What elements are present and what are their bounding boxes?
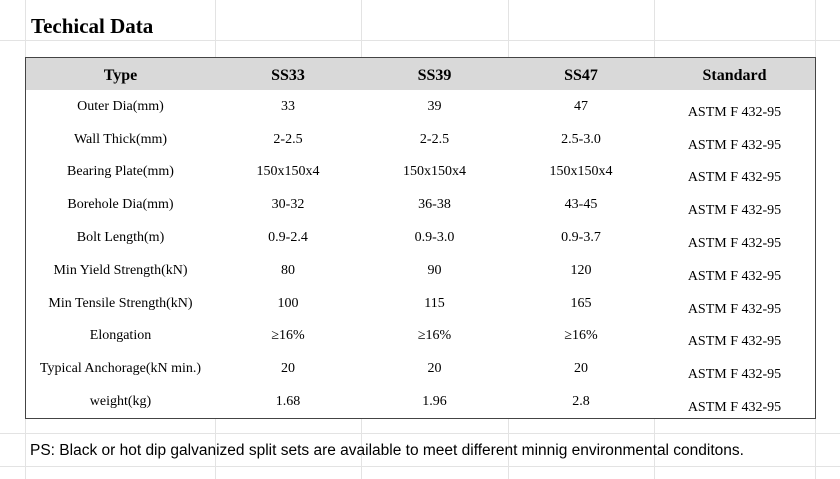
table-cell: 36-38 (361, 188, 509, 222)
table-cell: 20 (508, 352, 655, 386)
table-cell: weight(kg) (25, 385, 216, 419)
header-cell: SS33 (215, 57, 362, 91)
table-cell: 115 (361, 287, 509, 321)
table-cell: 80 (215, 254, 362, 288)
table-cell: ASTM F 432-95 (654, 352, 816, 386)
table-cell: 30-32 (215, 188, 362, 222)
table-cell: 2.5-3.0 (508, 123, 655, 157)
table-cell: 0.9-3.0 (361, 221, 509, 255)
header-cell: Type (25, 57, 216, 91)
table-cell: 2.8 (508, 385, 655, 419)
table-cell: 1.68 (215, 385, 362, 419)
table-cell: 0.9-3.7 (508, 221, 655, 255)
table-cell: 100 (215, 287, 362, 321)
table-cell: Bolt Length(m) (25, 221, 216, 255)
table-cell: ASTM F 432-95 (654, 287, 816, 321)
table-cell: ASTM F 432-95 (654, 90, 816, 124)
table-cell: 90 (361, 254, 509, 288)
table-cell: ≥16% (215, 320, 362, 353)
table-cell: ≥16% (361, 320, 509, 353)
table-cell: 165 (508, 287, 655, 321)
header-cell: SS39 (361, 57, 509, 91)
note: PS: Black or hot dip galvanized split se… (30, 442, 744, 459)
table-cell: Min Yield Strength(kN) (25, 254, 216, 288)
table-cell: ASTM F 432-95 (654, 123, 816, 157)
header-cell: SS47 (508, 57, 655, 91)
table-cell: 20 (361, 352, 509, 386)
table-cell: Min Tensile Strength(kN) (25, 287, 216, 321)
table-cell: 39 (361, 90, 509, 124)
table-cell: ASTM F 432-95 (654, 221, 816, 255)
table-cell: 150x150x4 (215, 156, 362, 189)
table-cell: 33 (215, 90, 362, 124)
table-cell: Elongation (25, 320, 216, 353)
table-cell: 2-2.5 (215, 123, 362, 157)
table-cell: Bearing Plate(mm) (25, 156, 216, 189)
table-cell: 0.9-2.4 (215, 221, 362, 255)
table-cell: 1.96 (361, 385, 509, 419)
table-cell: 150x150x4 (508, 156, 655, 189)
title: Techical Data (31, 14, 154, 38)
table-cell: Outer Dia(mm) (25, 90, 216, 124)
table-cell: ASTM F 432-95 (654, 385, 816, 419)
table-cell: ASTM F 432-95 (654, 254, 816, 288)
table-cell: ASTM F 432-95 (654, 320, 816, 353)
table-cell: 43-45 (508, 188, 655, 222)
table-cell: 120 (508, 254, 655, 288)
header-cell: Standard (654, 57, 816, 91)
table-cell: ≥16% (508, 320, 655, 353)
table-cell: 47 (508, 90, 655, 124)
table-cell: Typical Anchorage(kN min.) (25, 352, 216, 386)
table-cell: Wall Thick(mm) (25, 123, 216, 157)
table-cell: 150x150x4 (361, 156, 509, 189)
table-cell: 2-2.5 (361, 123, 509, 157)
table-cell: ASTM F 432-95 (654, 188, 816, 222)
table-cell: ASTM F 432-95 (654, 156, 816, 189)
table-cell: Borehole Dia(mm) (25, 188, 216, 222)
table-cell: 20 (215, 352, 362, 386)
